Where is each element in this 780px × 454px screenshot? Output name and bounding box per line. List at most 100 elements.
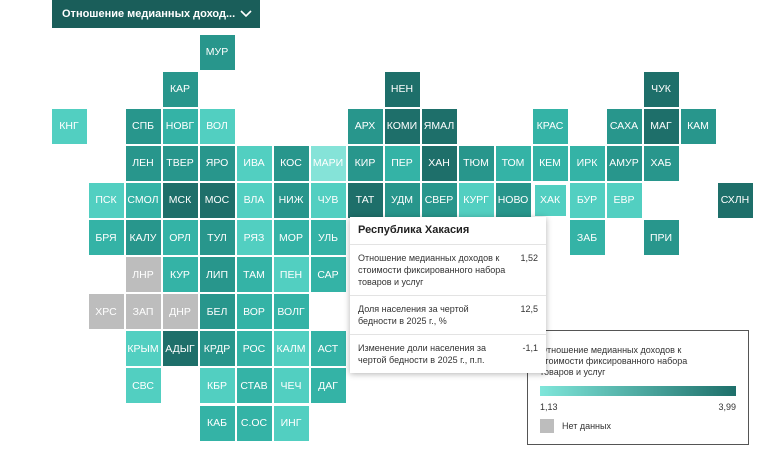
region-tile[interactable]: НЕН bbox=[384, 71, 420, 107]
region-tile[interactable]: МОС bbox=[199, 182, 235, 218]
region-tile[interactable]: СВЕР bbox=[421, 182, 457, 218]
region-tile[interactable]: ДАГ bbox=[310, 368, 346, 404]
region-tile[interactable]: ВЛА bbox=[236, 182, 272, 218]
legend: Отношение медианных доходов к стоимости … bbox=[527, 330, 749, 445]
region-tile[interactable]: ЯРО bbox=[199, 145, 235, 181]
region-tile[interactable]: БУР bbox=[569, 182, 605, 218]
region-tile[interactable]: МУР bbox=[199, 34, 235, 70]
region-tile[interactable]: ПЕН bbox=[273, 257, 309, 293]
region-tile[interactable]: БЕЛ bbox=[199, 294, 235, 330]
region-tile[interactable]: МСК bbox=[162, 182, 198, 218]
region-tile[interactable]: ТУЛ bbox=[199, 220, 235, 255]
region-tile[interactable]: ОРЛ bbox=[162, 220, 198, 255]
region-tile[interactable]: С.ОС bbox=[236, 405, 272, 441]
region-tile[interactable]: КРЫМ bbox=[125, 331, 161, 367]
region-tile[interactable]: ДНР bbox=[162, 294, 198, 330]
tooltip: Республика Хакасия Отношение медианных д… bbox=[350, 217, 546, 373]
region-tile[interactable]: ЛЕН bbox=[125, 145, 161, 181]
row-label: Отношение медианных доходов к стоимости … bbox=[358, 253, 506, 287]
region-tile[interactable]: ВОЛ bbox=[199, 108, 235, 144]
legend-min: 1,13 bbox=[540, 402, 558, 412]
region-tile[interactable]: ХРС bbox=[88, 294, 124, 330]
region-tile[interactable]: КАР bbox=[162, 71, 198, 107]
tooltip-row: Изменение доли населения за чертой бедно… bbox=[350, 334, 546, 373]
region-tile[interactable]: КАМ bbox=[680, 108, 716, 144]
region-tile[interactable]: ВОЛГ bbox=[273, 294, 309, 330]
region-tile[interactable]: МОР bbox=[273, 220, 309, 255]
region-tile[interactable]: САР bbox=[310, 257, 346, 293]
region-tile[interactable]: ИРК bbox=[569, 145, 605, 181]
region-tile[interactable]: КИР bbox=[347, 145, 383, 181]
indicator-dropdown[interactable]: Отношение медианных доход... bbox=[52, 0, 260, 28]
region-tile[interactable]: ЛНР bbox=[125, 257, 161, 293]
region-tile[interactable]: КРДР bbox=[199, 331, 235, 367]
region-tile[interactable]: ПРИ bbox=[643, 220, 679, 255]
region-tile[interactable]: ЧУК bbox=[643, 71, 679, 107]
region-tile[interactable]: ВОР bbox=[236, 294, 272, 330]
region-tile[interactable]: ПСК bbox=[88, 182, 124, 218]
region-tile[interactable]: ЕВР bbox=[606, 182, 642, 218]
region-tile[interactable]: КОМИ bbox=[384, 108, 420, 144]
region-tile[interactable]: АРХ bbox=[347, 108, 383, 144]
region-tile[interactable]: ЧЕЧ bbox=[273, 368, 309, 404]
region-tile[interactable]: ТЮМ bbox=[458, 145, 494, 181]
region-tile[interactable]: КАБ bbox=[199, 405, 235, 441]
legend-gradient bbox=[540, 386, 736, 396]
region-tile[interactable]: СПБ bbox=[125, 108, 161, 144]
row-value: 12,5 bbox=[520, 304, 538, 314]
region-tile[interactable]: СТАВ bbox=[236, 368, 272, 404]
region-tile[interactable]: ЛИП bbox=[199, 257, 235, 293]
region-tile[interactable]: ЧУВ bbox=[310, 182, 346, 218]
region-tile[interactable]: КУР bbox=[162, 257, 198, 293]
legend-title: Отношение медианных доходов к стоимости … bbox=[540, 345, 688, 377]
region-tile[interactable]: НОВО bbox=[495, 182, 531, 218]
tooltip-row: Отношение медианных доходов к стоимости … bbox=[350, 244, 546, 295]
region-tile[interactable]: МАГ bbox=[643, 108, 679, 144]
region-tile[interactable]: ИВА bbox=[236, 145, 272, 181]
region-tile[interactable]: ТАМ bbox=[236, 257, 272, 293]
region-tile[interactable]: САХА bbox=[606, 108, 642, 144]
region-tile[interactable]: НОВГ bbox=[162, 108, 198, 144]
region-tile[interactable]: ЯМАЛ bbox=[421, 108, 457, 144]
region-tile[interactable]: ХАН bbox=[421, 145, 457, 181]
region-tile[interactable]: РЯЗ bbox=[236, 220, 272, 255]
region-tile[interactable]: АДЫГ bbox=[162, 331, 198, 367]
region-tile[interactable]: НИЖ bbox=[273, 182, 309, 218]
region-tile[interactable]: СМОЛ bbox=[125, 182, 161, 218]
region-tile[interactable]: АМУР bbox=[606, 145, 642, 181]
region-tile[interactable]: КАЛУ bbox=[125, 220, 161, 255]
region-tile[interactable]: ТОМ bbox=[495, 145, 531, 181]
region-tile[interactable]: КНГ bbox=[51, 108, 87, 144]
region-tile[interactable]: КОС bbox=[273, 145, 309, 181]
region-tile[interactable]: СВС bbox=[125, 368, 161, 404]
region-tile[interactable]: УДМ bbox=[384, 182, 420, 218]
region-tile[interactable]: МАРИ bbox=[310, 145, 346, 181]
row-value: -1,1 bbox=[522, 343, 538, 353]
region-tile[interactable]: АСТ bbox=[310, 331, 346, 367]
region-tile[interactable]: ТВЕР bbox=[162, 145, 198, 181]
tooltip-title: Республика Хакасия bbox=[358, 224, 470, 236]
region-tile[interactable]: КУРГ bbox=[458, 182, 494, 218]
region-tile[interactable]: ХАК bbox=[532, 182, 568, 218]
region-tile[interactable]: РОС bbox=[236, 331, 272, 367]
dropdown-label: Отношение медианных доход... bbox=[62, 8, 236, 20]
region-tile[interactable]: ХАБ bbox=[643, 145, 679, 181]
region-tile[interactable]: ТАТ bbox=[347, 182, 383, 218]
region-tile[interactable]: КРАС bbox=[532, 108, 568, 144]
region-tile[interactable]: КЕМ bbox=[532, 145, 568, 181]
region-tile[interactable]: КБР bbox=[199, 368, 235, 404]
region-tile[interactable]: КАЛМ bbox=[273, 331, 309, 367]
region-tile[interactable]: БРЯ bbox=[88, 220, 124, 255]
chevron bbox=[240, 10, 252, 18]
legend-max: 3,99 bbox=[718, 402, 736, 412]
row-label: Изменение доли населения за чертой бедно… bbox=[358, 343, 487, 365]
region-tile[interactable]: СХЛН bbox=[717, 182, 753, 218]
region-tile[interactable]: ИНГ bbox=[273, 405, 309, 441]
region-tile[interactable]: ЗАБ bbox=[569, 220, 605, 255]
region-tile[interactable]: ЗАП bbox=[125, 294, 161, 330]
tooltip-row: Доля населения за чертой бедности в 2025… bbox=[350, 295, 546, 334]
row-label: Доля населения за чертой бедности в 2025… bbox=[358, 304, 469, 326]
region-tile[interactable]: УЛЬ bbox=[310, 220, 346, 255]
region-tile[interactable]: ПЕР bbox=[384, 145, 420, 181]
